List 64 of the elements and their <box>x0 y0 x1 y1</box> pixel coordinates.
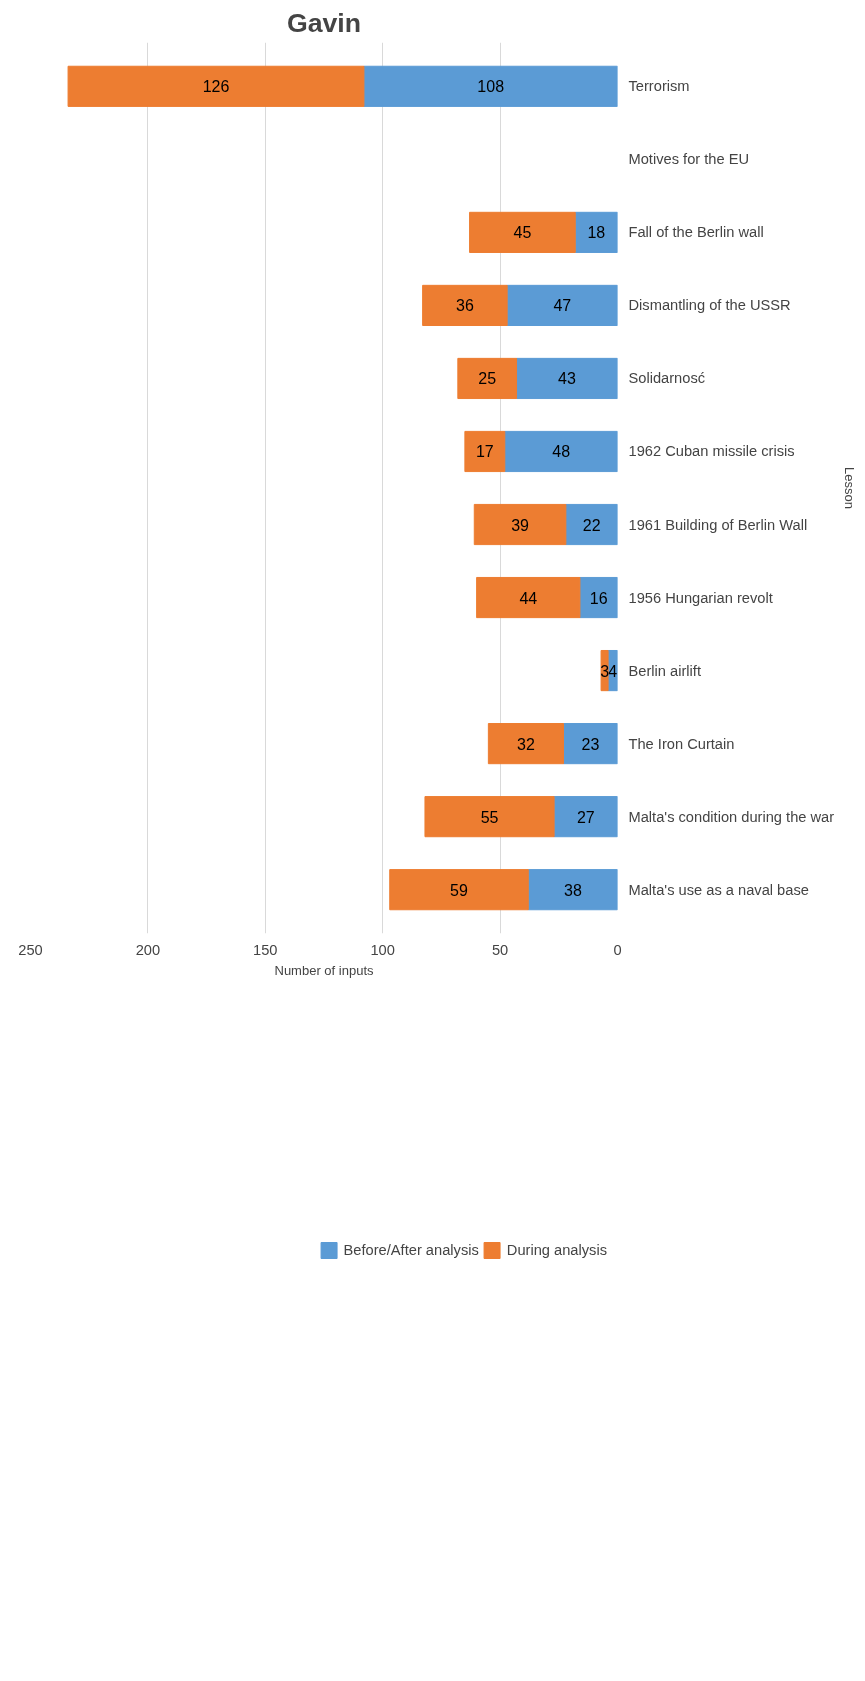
data-label: 48 <box>552 443 571 461</box>
data-label: 17 <box>475 443 494 461</box>
bar <box>476 576 581 619</box>
x-tick-label: 100 <box>370 941 395 958</box>
data-label: 45 <box>513 224 532 242</box>
data-label: 108 <box>477 78 505 96</box>
data-label: 22 <box>582 516 601 534</box>
x-axis-title: Number of inputs <box>274 962 374 978</box>
bar <box>363 65 618 107</box>
bar <box>504 430 618 473</box>
data-label: 39 <box>511 516 530 534</box>
y-tick-label: Terrorism <box>628 78 690 95</box>
bar <box>464 430 506 473</box>
y-tick-label: Motives for the EU <box>628 151 750 168</box>
data-label: 4 <box>608 662 618 680</box>
y-tick-label: The Iron Curtain <box>628 735 735 752</box>
data-label: 47 <box>553 297 572 315</box>
bar <box>469 211 576 253</box>
data-label: 18 <box>587 224 606 242</box>
bar <box>600 650 609 692</box>
data-label: 55 <box>480 808 499 826</box>
data-label: 44 <box>519 589 538 607</box>
y-axis-title: Lesson <box>842 467 858 509</box>
y-tick-label: Malta's use as a naval base <box>628 881 809 898</box>
y-tick-label: Fall of the Berlin wall <box>628 224 764 241</box>
data-label: 36 <box>455 297 474 315</box>
bar <box>553 796 618 838</box>
legend-label: Before/After analysis <box>343 1242 479 1258</box>
data-label: 3 <box>600 662 610 680</box>
bar <box>67 65 365 107</box>
bar <box>457 357 518 400</box>
x-tick-label: 150 <box>253 941 278 958</box>
bar <box>565 503 618 546</box>
data-label: 59 <box>450 881 469 899</box>
y-tick-label: Solidarnosć <box>628 370 706 387</box>
bar <box>563 723 618 765</box>
data-label: 38 <box>563 881 582 899</box>
chart-title: Gavin <box>286 7 362 38</box>
bar <box>516 357 618 400</box>
data-label: 16 <box>589 589 608 607</box>
bar <box>389 869 529 911</box>
bar <box>527 869 618 911</box>
data-label: 25 <box>478 370 497 388</box>
bar <box>422 284 508 326</box>
bar <box>424 796 555 838</box>
bar <box>506 284 618 326</box>
x-tick-label: 200 <box>135 941 161 958</box>
y-tick-label: Dismantling of the USSR <box>628 297 791 314</box>
data-label: 32 <box>517 735 535 753</box>
x-tick-label: 50 <box>491 941 509 958</box>
bar <box>487 723 564 765</box>
data-label: 43 <box>558 370 577 388</box>
data-label: 27 <box>576 808 595 826</box>
y-tick-label: 1962 Cuban missile crisis <box>628 443 795 460</box>
y-tick-label: Berlin airlift <box>628 662 701 679</box>
y-tick-label: 1961 Building of Berlin Wall <box>628 516 808 533</box>
legend-label: During analysis <box>506 1242 607 1258</box>
x-tick-label: 0 <box>613 941 622 958</box>
y-tick-label: 1956 Hungarian revolt <box>628 589 773 606</box>
bar <box>473 503 567 546</box>
x-tick-label: 250 <box>18 941 43 958</box>
data-label: 126 <box>202 78 230 96</box>
data-label: 23 <box>581 735 600 753</box>
y-tick-label: Malta's condition during the war <box>628 808 835 825</box>
